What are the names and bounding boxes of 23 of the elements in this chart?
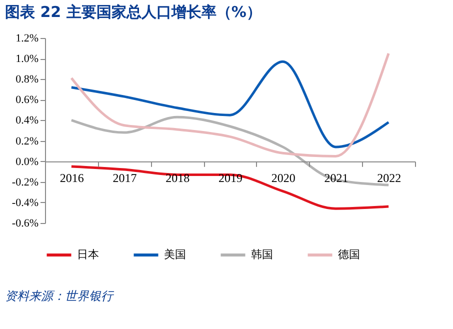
legend-label: 美国 xyxy=(164,248,186,261)
y-tick-label: -0.2% xyxy=(12,176,38,188)
y-tick-label: -0.4% xyxy=(12,196,38,209)
y-tick-label: 0.4% xyxy=(16,114,38,127)
y-tick-label: 1.0% xyxy=(16,53,38,66)
chart-title: 图表 22 主要国家总人口增长率（%） xyxy=(5,3,262,21)
y-tick-label: -0.6% xyxy=(12,218,38,230)
line-series xyxy=(70,52,390,158)
x-tick-label: 2016 xyxy=(60,170,84,185)
x-tick-label: 2022 xyxy=(377,170,402,185)
y-tick-label: 0.8% xyxy=(16,74,38,86)
x-tick-label: 2021 xyxy=(324,170,348,185)
text: 资料来源：世界银行 xyxy=(5,289,115,303)
legend-label: 韩国 xyxy=(251,248,273,261)
x-tick-label: 2020 xyxy=(271,170,296,185)
legend-label: 德国 xyxy=(338,249,360,261)
y-tick-label: 0.6% xyxy=(16,94,38,106)
line-series xyxy=(70,60,390,148)
x-tick-label: 2017 xyxy=(112,170,137,185)
y-tick-label: 0.2% xyxy=(16,135,38,148)
y-tick-label: 1.2% xyxy=(16,32,38,44)
y-tick-label: 0.0% xyxy=(16,156,38,168)
legend-label: 日本 xyxy=(77,248,99,261)
